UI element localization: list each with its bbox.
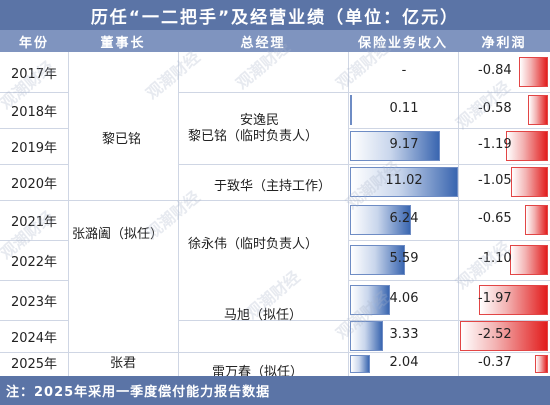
revenue-bar	[350, 205, 412, 235]
net-profit-bar	[509, 245, 548, 275]
revenue-value: 9.17	[389, 137, 419, 152]
net-profit-bar	[535, 355, 548, 373]
revenue-bar	[350, 131, 440, 161]
row-divider	[178, 200, 348, 201]
row-divider	[348, 320, 550, 321]
row-divider	[0, 280, 68, 281]
chairman-name: 张潞阖（拟任）	[72, 227, 164, 242]
revenue-value: 4.06	[389, 291, 419, 306]
revenue-value: 3.33	[389, 327, 419, 342]
revenue-bar	[350, 321, 383, 351]
row-divider	[68, 352, 178, 353]
header-gm: 总经理	[240, 35, 286, 51]
net-profit-value: -2.52	[478, 327, 512, 342]
footnote: 注：2025年采用一季度偿付能力报告数据	[0, 376, 550, 405]
net-profit-value: -1.19	[478, 137, 512, 152]
row-divider	[348, 280, 550, 281]
header-revenue: 保险业务收入	[357, 35, 448, 51]
row-divider	[178, 92, 348, 93]
table-body: 2017年 2018年 2019年 2020年 2021年 2022年 2023…	[0, 37, 550, 380]
row-divider	[0, 164, 68, 165]
row-divider	[0, 352, 68, 353]
year-cell: 2024年	[10, 330, 58, 346]
gm-name: 徐永伟（临时负责人）	[188, 237, 319, 252]
row-divider	[0, 92, 68, 93]
gm-name: 黎已铭（临时负责人）	[188, 129, 319, 144]
year-cell: 2017年	[10, 66, 58, 82]
row-divider	[68, 200, 178, 201]
revenue-bar	[350, 245, 405, 275]
header-net-profit: 净利润	[481, 35, 527, 51]
row-divider	[0, 128, 68, 129]
row-divider	[348, 128, 550, 129]
column-divider	[458, 52, 459, 376]
gm-name: 于致华（主持工作）	[214, 179, 332, 194]
revenue-value: 2.04	[389, 355, 419, 370]
gm-name: 安逸民	[240, 113, 280, 128]
revenue-bar	[350, 355, 370, 373]
header-year: 年份	[18, 35, 49, 51]
row-divider	[348, 164, 550, 165]
revenue-value: 6.24	[389, 211, 419, 226]
year-cell: 2025年	[10, 356, 58, 372]
year-cell: 2019年	[10, 140, 58, 156]
year-cell: 2018年	[10, 104, 58, 120]
revenue-value: -	[401, 63, 407, 78]
net-profit-bar	[511, 167, 548, 197]
chairman-name: 张君	[110, 356, 137, 371]
revenue-bar	[350, 285, 390, 315]
net-profit-value: -0.58	[478, 101, 512, 116]
table-title: 历任“一二把手”及经营业绩（单位：亿元）	[0, 0, 550, 30]
net-profit-value: -0.37	[478, 355, 512, 370]
revenue-bar	[350, 95, 352, 125]
net-profit-value: -1.97	[478, 291, 512, 306]
net-profit-value: -1.05	[478, 173, 512, 188]
net-profit-value: -0.84	[478, 63, 512, 78]
net-profit-bar	[518, 57, 548, 87]
year-cell: 2022年	[10, 254, 58, 270]
header-row: 年份 董事长 总经理 保险业务收入 净利润	[0, 30, 550, 52]
revenue-value: 0.11	[389, 101, 419, 116]
row-divider	[0, 240, 68, 241]
row-divider	[348, 200, 550, 201]
net-profit-bar	[460, 321, 548, 351]
net-profit-bar	[479, 285, 548, 315]
row-divider	[348, 352, 550, 353]
net-profit-value: -0.65	[478, 211, 512, 226]
year-cell: 2021年	[10, 214, 58, 230]
column-divider	[348, 52, 349, 376]
revenue-value: 11.02	[385, 173, 423, 188]
row-divider	[178, 352, 348, 353]
row-divider	[348, 92, 550, 93]
year-cell: 2023年	[10, 294, 58, 310]
row-divider	[178, 320, 348, 321]
chairman-name: 黎已铭	[102, 132, 142, 147]
row-divider	[0, 200, 68, 201]
row-divider	[348, 240, 550, 241]
net-profit-value: -1.10	[478, 251, 512, 266]
net-profit-bar	[527, 95, 548, 125]
net-profit-bar	[506, 131, 548, 161]
row-divider	[0, 320, 68, 321]
column-divider	[68, 52, 69, 376]
watermark-text: 观潮财经	[142, 47, 204, 104]
year-cell: 2020年	[10, 176, 58, 192]
row-divider	[178, 164, 348, 165]
column-divider	[178, 52, 179, 376]
revenue-bar	[350, 167, 458, 197]
revenue-value: 5.59	[389, 251, 419, 266]
net-profit-bar	[525, 205, 548, 235]
header-chairman: 董事长	[100, 35, 146, 51]
gm-name: 马旭（拟任）	[224, 308, 303, 323]
